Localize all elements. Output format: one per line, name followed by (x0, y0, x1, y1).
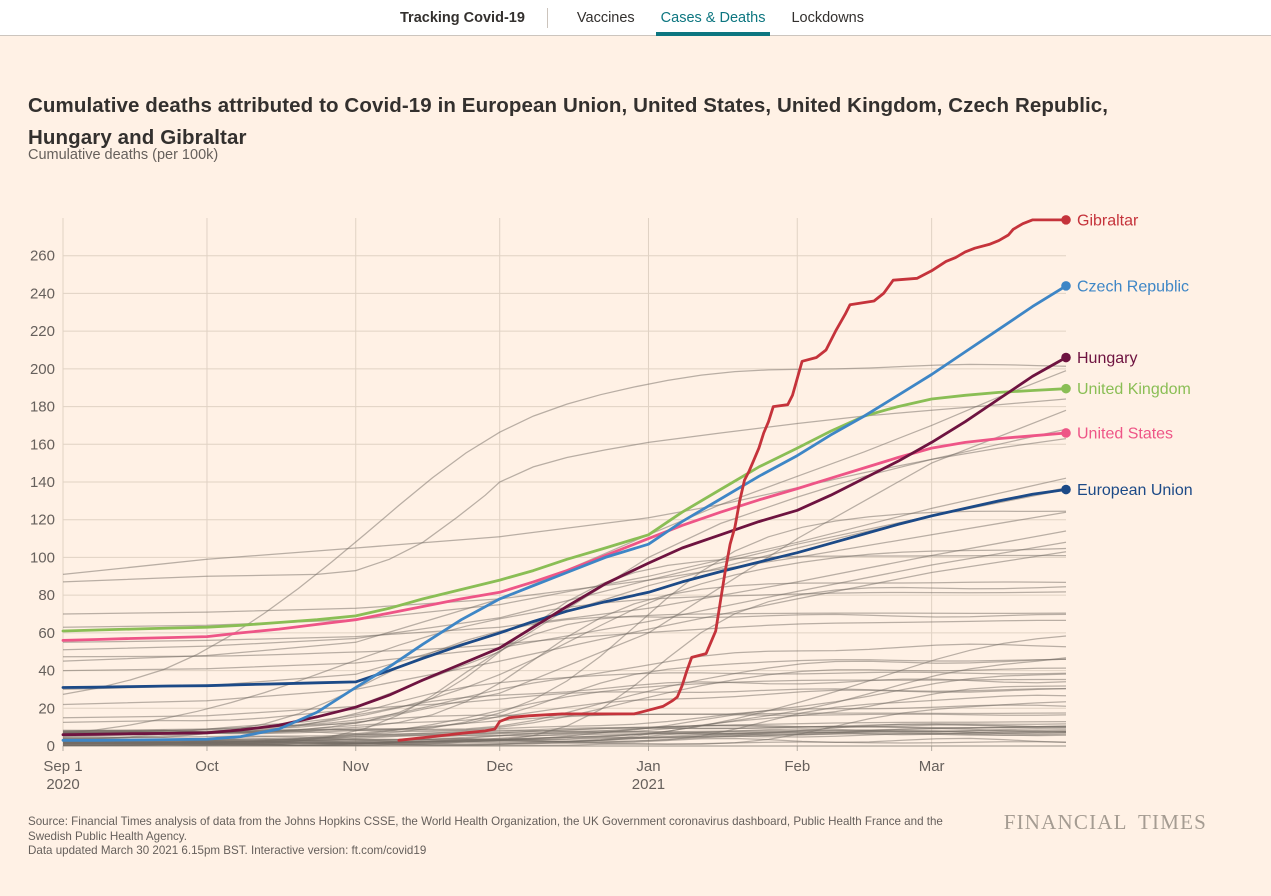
background-series-line (62, 725, 1067, 747)
series-label-european-union: European Union (1077, 482, 1193, 499)
x-tick-label: Feb (784, 758, 810, 775)
background-series-line (62, 510, 1067, 738)
nav-tab-lockdowns[interactable]: Lockdowns (791, 9, 864, 26)
y-tick-label: 80 (38, 587, 55, 604)
series-dot-hungary (1061, 352, 1071, 363)
series-label-czech-republic: Czech Republic (1077, 278, 1189, 295)
chart-subtitle: Cumulative deaths (per 100k) (28, 147, 219, 163)
background-series-line (62, 688, 1066, 724)
y-tick-label: 20 (38, 700, 55, 717)
source-text-line1: Source: Financial Times analysis of data… (28, 815, 943, 828)
series-line-czech-republic (61, 284, 1068, 742)
source-text-line2: Swedish Public Health Agency. (28, 829, 187, 843)
updated-text: Data updated March 30 2021 6.15pm BST. I… (28, 844, 427, 857)
y-tick-label: 60 (38, 625, 55, 642)
y-tick-label: 240 (30, 285, 55, 302)
series-line-european-union (61, 488, 1068, 689)
x-tick-label: Dec (486, 758, 513, 775)
background-series-line (62, 437, 1067, 576)
background-series-line (62, 363, 1067, 696)
x-tick-label: Oct (195, 758, 219, 775)
series-line-hungary (61, 356, 1068, 737)
series-dot-united-kingdom (1061, 383, 1071, 394)
top-nav-inner: Tracking Covid-19 Vaccines Cases & Death… (0, 0, 1271, 36)
background-series-line (62, 477, 1067, 628)
series-dot-czech-republic (1061, 281, 1071, 291)
x-tick-label: Sep 1 (43, 758, 82, 775)
nav-tab-vaccines[interactable]: Vaccines (576, 9, 635, 26)
nav-divider (546, 7, 548, 28)
background-series-line (62, 551, 1067, 706)
nav-brand: Tracking Covid-19 (400, 9, 525, 26)
x-tick-label: Mar (919, 758, 945, 775)
background-series-line (62, 398, 1067, 583)
series-line-united-kingdom (61, 387, 1068, 633)
background-series-line (63, 581, 1067, 734)
x-tick-label: Nov (342, 758, 369, 775)
top-nav: Tracking Covid-19 Vaccines Cases & Death… (0, 0, 1271, 36)
chart-title: Cumulative deaths attributed to Covid-19… (28, 93, 1109, 149)
series-label-hungary: Hungary (1077, 350, 1137, 367)
background-series-line (62, 511, 1067, 615)
financial-times-logo: FINANCIAL TIMES (1003, 810, 1207, 834)
x-tick-sublabel: 2020 (46, 776, 79, 793)
y-tick-label: 160 (30, 436, 55, 453)
background-series-line (62, 712, 1067, 745)
series-dot-united-states (1061, 428, 1071, 438)
series-label-gibraltar: Gibraltar (1077, 212, 1139, 229)
y-tick-label: 180 (30, 399, 55, 416)
y-tick-label: 220 (30, 323, 55, 340)
series-line-gibraltar (397, 218, 1068, 742)
series-dot-gibraltar (1061, 215, 1071, 225)
background-series-line (62, 586, 1067, 746)
background-series-line (62, 487, 1067, 691)
x-tick-label: Jan (636, 758, 660, 775)
axis-labels: 0 20 40 60 80 100 120 140 160 180 200 220 240 260 Sep … (30, 248, 945, 793)
y-tick-label: 140 (30, 474, 55, 491)
chart-footer: Source: Financial Times analysis of data… (28, 815, 978, 859)
series-label-united-states: United States (1077, 425, 1173, 442)
y-tick-label: 200 (30, 361, 55, 378)
series-label-united-kingdom: United Kingdom (1077, 381, 1191, 398)
y-tick-label: 260 (30, 248, 55, 265)
background-series-line (62, 619, 1066, 658)
x-tick-sublabel: 2021 (632, 776, 665, 793)
highlighted-series: European Union United States United Kingdo… (61, 212, 1193, 742)
background-series-line (62, 370, 1067, 662)
series-dot-european-union (1061, 484, 1071, 495)
y-tick-label: 0 (47, 738, 55, 755)
background-series-line (62, 678, 1067, 741)
y-tick-label: 40 (38, 663, 55, 680)
background-series-line (62, 658, 1067, 735)
background-series-line (62, 530, 1067, 643)
y-tick-label: 100 (30, 549, 55, 566)
y-tick-label: 120 (30, 512, 55, 529)
background-series-line (62, 547, 1067, 734)
background-country-lines (62, 363, 1067, 747)
nav-tab-cases-deaths[interactable]: Cases & Deaths (648, 0, 779, 36)
background-series-line (62, 541, 1067, 672)
